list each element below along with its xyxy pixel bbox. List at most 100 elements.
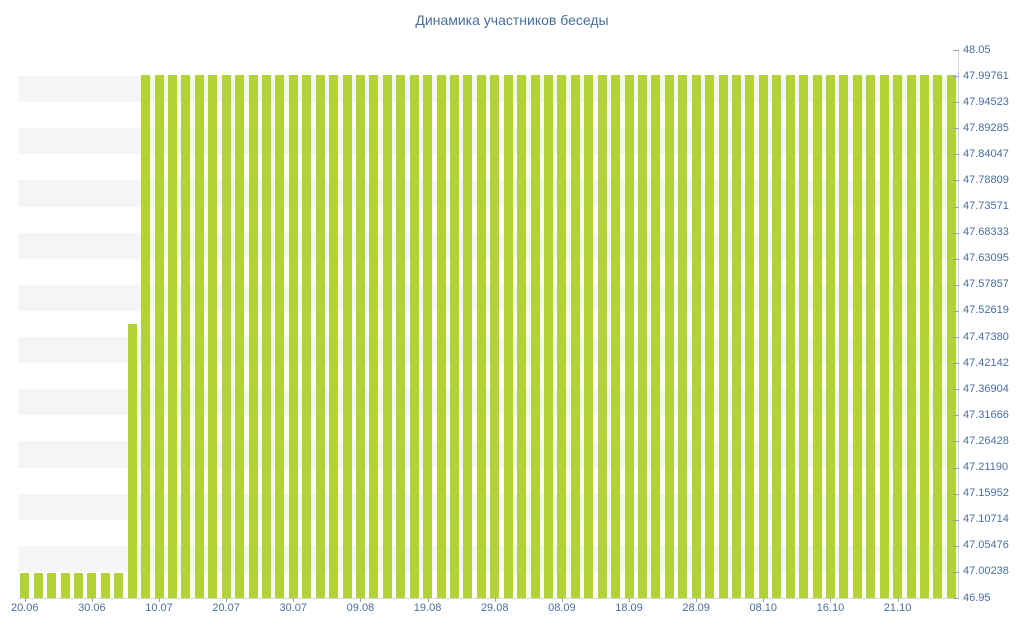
y-tick-label: 47.10714 xyxy=(963,513,1009,526)
bar xyxy=(100,573,110,598)
x-tick-label: 08.09 xyxy=(548,602,576,614)
x-tick-label: 30.06 xyxy=(78,602,106,614)
bar xyxy=(772,74,782,598)
bar xyxy=(624,74,634,598)
y-tick-label: 47.31666 xyxy=(963,408,1009,421)
bar xyxy=(235,74,245,598)
bar xyxy=(261,74,271,598)
x-tick-label: 19.08 xyxy=(413,602,442,614)
x-tick-label: 10.07 xyxy=(145,602,173,614)
bar xyxy=(141,74,151,598)
bar xyxy=(167,74,177,598)
bar xyxy=(530,74,540,598)
bar xyxy=(611,74,621,598)
y-axis-line xyxy=(958,50,959,599)
bar xyxy=(302,74,312,598)
x-tick-label: 20.06 xyxy=(10,602,39,614)
bar xyxy=(745,74,755,598)
bar xyxy=(114,573,124,598)
bar xyxy=(60,573,70,598)
bar xyxy=(866,74,876,598)
x-tick-label: 16.10 xyxy=(816,602,845,614)
bar xyxy=(275,74,285,598)
y-tick-label: 46.95 xyxy=(963,591,991,604)
y-tick-label: 47.99761 xyxy=(963,69,1009,82)
bar xyxy=(517,74,527,598)
y-tick-label: 47.26428 xyxy=(963,434,1009,447)
bar xyxy=(503,74,513,598)
bar xyxy=(570,74,580,598)
x-tick-label: 18.09 xyxy=(615,602,643,614)
bar xyxy=(839,74,849,598)
bar xyxy=(288,74,298,598)
bar xyxy=(436,74,446,598)
bar xyxy=(382,74,392,598)
bar xyxy=(463,74,473,598)
bar xyxy=(490,74,500,598)
bar xyxy=(315,74,325,598)
bar xyxy=(154,74,164,598)
bar xyxy=(423,74,433,598)
y-tick-label: 47.42142 xyxy=(963,356,1009,369)
x-tick-label: 09.08 xyxy=(346,602,375,614)
y-tick-label: 47.89285 xyxy=(963,121,1009,134)
bar xyxy=(355,74,365,598)
x-tick-label: 29.08 xyxy=(480,602,509,614)
bar xyxy=(557,74,567,598)
x-tick-label: 20.07 xyxy=(212,602,240,614)
bar xyxy=(664,74,674,598)
bar xyxy=(329,74,339,598)
y-tick-label: 47.78809 xyxy=(963,173,1009,186)
bar xyxy=(758,74,768,598)
bar xyxy=(476,74,486,598)
y-tick-label: 47.21190 xyxy=(963,461,1009,474)
bar xyxy=(893,74,903,598)
bar xyxy=(87,573,97,598)
bar xyxy=(651,74,661,598)
bar xyxy=(369,74,379,598)
bar xyxy=(812,74,822,598)
y-tick-label: 47.36904 xyxy=(963,382,1009,395)
bar xyxy=(248,74,258,598)
bar xyxy=(597,74,607,598)
bar xyxy=(919,74,929,598)
bar xyxy=(678,74,688,598)
y-tick-label: 47.63095 xyxy=(963,252,1009,265)
y-tick-label: 48.05 xyxy=(963,43,991,56)
y-tick-label: 47.00238 xyxy=(963,565,1009,578)
bar xyxy=(33,573,43,598)
bar xyxy=(20,573,30,598)
bar xyxy=(194,74,204,598)
x-axis-line xyxy=(18,598,959,599)
bar xyxy=(449,74,459,598)
bar xyxy=(906,74,916,598)
bar xyxy=(342,74,352,598)
bar xyxy=(127,324,137,598)
bar xyxy=(852,74,862,598)
bar xyxy=(731,74,741,598)
plot-area xyxy=(18,50,958,598)
bar xyxy=(933,74,943,598)
y-tick-label: 47.73571 xyxy=(963,200,1009,213)
bar xyxy=(785,74,795,598)
bar xyxy=(47,573,57,598)
x-tick-label: 30.07 xyxy=(279,602,308,614)
y-tick-label: 47.15952 xyxy=(963,487,1009,500)
bar xyxy=(409,74,419,598)
bar xyxy=(543,74,553,598)
x-tick-label: 28.09 xyxy=(682,602,710,614)
bar xyxy=(73,573,83,598)
y-tick-label: 47.68333 xyxy=(963,226,1009,239)
bar xyxy=(946,74,956,598)
bar xyxy=(879,74,889,598)
bar xyxy=(799,74,809,598)
bar xyxy=(705,74,715,598)
y-tick-label: 47.57857 xyxy=(963,278,1009,291)
y-tick-label: 47.84047 xyxy=(963,147,1009,160)
bar xyxy=(396,74,406,598)
x-tick-label: 08.10 xyxy=(749,602,778,614)
bar xyxy=(637,74,647,598)
bar xyxy=(825,74,835,598)
y-tick-label: 47.47380 xyxy=(963,330,1009,343)
